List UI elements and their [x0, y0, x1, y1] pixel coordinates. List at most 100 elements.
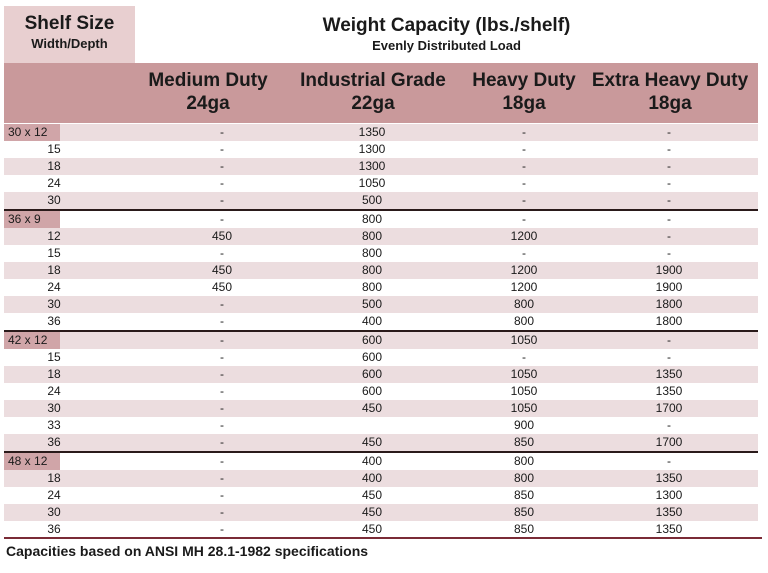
- heavy-duty-cell: 1200: [510, 263, 538, 277]
- medium-duty-cell: -: [220, 401, 224, 415]
- extra-heavy-duty-cell: -: [667, 229, 671, 243]
- table-row: 30 - 450 850 1350: [4, 504, 758, 521]
- table-row: 15 - 800 - -: [4, 245, 758, 262]
- heavy-duty-cell: 1200: [510, 229, 538, 243]
- industrial-grade-cell: 800: [361, 280, 383, 294]
- medium-duty-cell: -: [220, 212, 224, 226]
- industrial-grade-cell: 450: [361, 522, 383, 536]
- medium-duty-cell: -: [220, 297, 224, 311]
- medium-duty-cell: -: [220, 142, 224, 156]
- medium-duty-cell: -: [220, 471, 224, 485]
- medium-duty-cell: -: [220, 159, 224, 173]
- heavy-duty-cell: 850: [513, 488, 535, 502]
- shelf-depth-cell: 18: [47, 263, 61, 277]
- medium-duty-cell: 450: [211, 263, 233, 277]
- table-row: 36 x 9 - 800 - -: [4, 209, 758, 228]
- industrial-grade-cell: 800: [361, 263, 383, 277]
- medium-duty-cell: -: [220, 125, 224, 139]
- shelf-depth-cell: 36: [47, 435, 61, 449]
- industrial-grade-cell: 1350: [358, 125, 386, 139]
- extra-heavy-duty-cell: -: [667, 350, 671, 364]
- extra-heavy-duty-cell: 1350: [655, 471, 683, 485]
- heavy-duty-cell: -: [522, 246, 526, 260]
- industrial-grade-cell: 800: [361, 246, 383, 260]
- industrial-grade-cell: 600: [361, 384, 383, 398]
- industrial-grade-cell: 400: [361, 454, 383, 468]
- medium-duty-cell: -: [220, 454, 224, 468]
- heavy-duty-cell: 900: [513, 418, 535, 432]
- industrial-grade-cell: 500: [361, 193, 383, 207]
- extra-heavy-duty-cell: 1900: [655, 280, 683, 294]
- extra-heavy-duty-cell: -: [667, 418, 671, 432]
- medium-duty-cell: -: [220, 176, 224, 190]
- table-row: 12 450 800 1200 -: [4, 228, 758, 245]
- extra-heavy-duty-cell: 1900: [655, 263, 683, 277]
- extra-heavy-duty-cell: -: [667, 454, 671, 468]
- extra-heavy-duty-cell: -: [667, 333, 671, 347]
- shelf-depth-cell: 36: [47, 522, 61, 536]
- shelf-depth-cell: 18: [47, 159, 61, 173]
- table-row: 18 - 1300 - -: [4, 158, 758, 175]
- medium-duty-cell: -: [220, 488, 224, 502]
- extra-heavy-duty-cell: 1350: [655, 522, 683, 536]
- medium-duty-cell: -: [220, 367, 224, 381]
- medium-duty-cell: -: [220, 505, 224, 519]
- shelf-group-label: 30 x 12: [4, 124, 60, 141]
- medium-duty-cell: -: [220, 418, 224, 432]
- industrial-grade-cell: 450: [361, 401, 383, 415]
- heavy-duty-cell: -: [522, 142, 526, 156]
- extra-heavy-duty-cell: 1700: [655, 435, 683, 449]
- medium-duty-cell: -: [220, 246, 224, 260]
- shelf-depth-cell: 30: [47, 297, 61, 311]
- column-header-extra-heavy-duty: Extra Heavy Duty 18ga: [591, 70, 749, 114]
- extra-heavy-duty-cell: 1700: [655, 401, 683, 415]
- industrial-grade-cell: 600: [361, 350, 383, 364]
- shelf-depth-cell: 30: [47, 505, 61, 519]
- industrial-grade-cell: 1050: [358, 176, 386, 190]
- table-row: 24 450 800 1200 1900: [4, 279, 758, 296]
- shelf-depth-cell: 30: [47, 401, 61, 415]
- extra-heavy-duty-cell: 1350: [655, 367, 683, 381]
- table-row: 24 - 600 1050 1350: [4, 383, 758, 400]
- weight-capacity-header: Weight Capacity (lbs./shelf) Evenly Dist…: [135, 6, 758, 63]
- shelf-depth-cell: 30: [47, 193, 61, 207]
- heavy-duty-cell: -: [522, 125, 526, 139]
- table-row: 18 - 600 1050 1350: [4, 366, 758, 383]
- column-header-medium-duty: Medium Duty 24ga: [148, 70, 268, 114]
- extra-heavy-duty-cell: 1800: [655, 314, 683, 328]
- industrial-grade-cell: 600: [361, 367, 383, 381]
- shelf-group-label: 42 x 12: [4, 332, 60, 349]
- heavy-duty-cell: 800: [513, 471, 535, 485]
- shelf-depth-cell: 36: [47, 314, 61, 328]
- shelf-depth-cell: 12: [47, 229, 61, 243]
- heavy-duty-cell: 800: [513, 314, 535, 328]
- industrial-grade-cell: 800: [361, 229, 383, 243]
- shelf-depth-cell: 15: [47, 142, 61, 156]
- extra-heavy-duty-cell: -: [667, 159, 671, 173]
- table-row: 30 x 12 - 1350 - -: [4, 124, 758, 141]
- heavy-duty-cell: -: [522, 176, 526, 190]
- shelf-depth-cell: 24: [47, 176, 61, 190]
- industrial-grade-cell: 400: [361, 471, 383, 485]
- corner-title: Shelf Size: [24, 13, 115, 34]
- table-row: 30 - 500 - -: [4, 192, 758, 209]
- heavy-duty-cell: -: [522, 159, 526, 173]
- industrial-grade-cell: 500: [361, 297, 383, 311]
- shelf-depth-cell: 18: [47, 367, 61, 381]
- industrial-grade-cell: 450: [361, 505, 383, 519]
- heavy-duty-cell: -: [522, 193, 526, 207]
- industrial-grade-cell: 1300: [358, 159, 386, 173]
- extra-heavy-duty-cell: -: [667, 142, 671, 156]
- extra-heavy-duty-cell: 1300: [655, 488, 683, 502]
- footer-note: Capacities based on ANSI MH 28.1-1982 sp…: [6, 543, 369, 559]
- table-row: 42 x 12 - 600 1050 -: [4, 330, 758, 349]
- extra-heavy-duty-cell: -: [667, 125, 671, 139]
- shelf-depth-cell: 24: [47, 488, 61, 502]
- heavy-duty-cell: 850: [513, 505, 535, 519]
- heavy-duty-cell: 1050: [510, 384, 538, 398]
- table-row: 48 x 12 - 400 800 -: [4, 451, 758, 470]
- table-row: 24 - 1050 - -: [4, 175, 758, 192]
- medium-duty-cell: -: [220, 193, 224, 207]
- heavy-duty-cell: 1050: [510, 401, 538, 415]
- medium-duty-cell: -: [220, 333, 224, 347]
